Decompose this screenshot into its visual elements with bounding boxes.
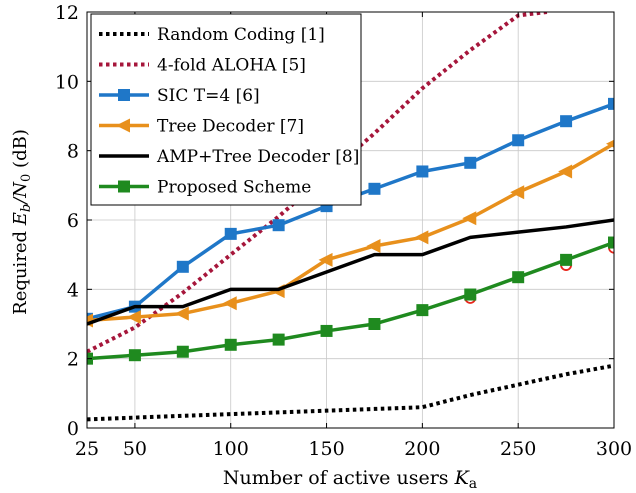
x-tick-label: 200: [404, 438, 440, 460]
y-axis-label-unit: (dB): [10, 129, 31, 168]
data-point: [464, 156, 477, 169]
data-point: [510, 185, 525, 200]
data-point: [126, 310, 141, 325]
data-point: [222, 296, 237, 311]
y-tick-label: 0: [67, 418, 79, 440]
legend-box: [90, 13, 362, 206]
legend-label: Tree Decoder [7]: [157, 117, 304, 137]
legend-marker: [116, 118, 130, 133]
series-line: [87, 240, 614, 361]
legend: Random Coding [1] 4-fold ALOHA [5] SIC T=4…: [90, 13, 362, 206]
series-4: [87, 139, 614, 328]
x-axis-label-subscript: a: [469, 476, 477, 492]
data-point: [368, 182, 381, 195]
data-point: [608, 236, 614, 249]
x-axis-label-text: Number of active users: [223, 467, 449, 489]
data-point: [512, 134, 525, 147]
data-point: [128, 349, 141, 362]
y-tick-label: 12: [55, 2, 79, 24]
y-axis-label-sub2: 0: [19, 174, 34, 182]
series-line: [87, 218, 614, 326]
x-tick-label: 25: [75, 438, 99, 460]
data-point: [176, 345, 189, 358]
series-1: [87, 363, 614, 422]
series-line: [87, 363, 614, 422]
legend-entry: AMP+Tree Decoder [8]: [99, 147, 359, 167]
legend-entry: Tree Decoder [7]: [99, 117, 304, 137]
data-point: [462, 211, 477, 226]
data-point: [320, 324, 333, 337]
data-point: [416, 165, 429, 178]
data-point: [464, 288, 477, 301]
y-tick-label: 6: [67, 210, 79, 232]
legend-entry: 4-fold ALOHA [5]: [99, 56, 306, 76]
legend-label: AMP+Tree Decoder [8]: [156, 147, 359, 167]
data-point: [224, 338, 237, 351]
y-axis-label-sub1: b: [19, 204, 34, 212]
legend-marker: [118, 180, 130, 193]
data-point: [414, 230, 429, 245]
data-point: [608, 97, 614, 110]
data-point: [366, 239, 381, 253]
x-tick-label: 250: [500, 438, 536, 460]
legend-label: Random Coding [1]: [157, 25, 325, 45]
data-point: [224, 227, 237, 240]
series-2: [87, 12, 548, 354]
legend-entry: Random Coding [1]: [99, 25, 325, 45]
legend-marker: [118, 89, 130, 101]
x-axis-label-symbol: K: [454, 467, 471, 489]
x-tick-label: 300: [596, 438, 632, 460]
y-axis-label: Required Eb/N0 (dB): [10, 129, 34, 315]
series-line: [87, 142, 614, 323]
data-point: [560, 115, 573, 128]
y-axis-label-prefix: Required: [10, 231, 31, 315]
x-tick-label: 150: [308, 438, 344, 460]
y-tick-label: 4: [67, 279, 79, 301]
data-point: [558, 164, 573, 179]
legend-label: SIC T=4 [6]: [157, 86, 260, 106]
y-tick-label: 10: [55, 71, 79, 93]
series-line: [87, 12, 548, 354]
data-point: [318, 252, 333, 267]
y-axis-label-symbol: E: [10, 212, 31, 226]
legend-entry: SIC T=4 [6]: [99, 86, 260, 106]
extra-circle-markers: [464, 241, 614, 304]
x-axis-label: Number of active users Ka: [223, 467, 477, 492]
data-point: [368, 318, 381, 330]
series-5: [87, 218, 614, 326]
y-axis-label-slash: /N: [10, 181, 31, 206]
x-tick-label: 50: [123, 438, 147, 460]
legend-label: 4-fold ALOHA [5]: [157, 56, 306, 76]
ticks: 25 50 100 150 200 250 300 0 2 4 6 8 10 12: [55, 2, 632, 460]
data-point: [512, 271, 525, 284]
x-tick-label: 100: [213, 438, 249, 460]
y-tick-label: 2: [67, 349, 79, 371]
legend-label: Proposed Scheme: [157, 178, 311, 198]
data-point: [560, 253, 573, 266]
data-point: [174, 306, 189, 321]
data-point: [606, 139, 614, 148]
data-point: [176, 260, 189, 273]
data-point: [272, 219, 285, 232]
series-6: [87, 236, 614, 365]
y-tick-label: 8: [67, 141, 79, 163]
data-point: [272, 333, 285, 346]
legend-entry: Proposed Scheme: [99, 178, 311, 198]
data-point: [87, 313, 93, 328]
data-point: [416, 304, 429, 317]
